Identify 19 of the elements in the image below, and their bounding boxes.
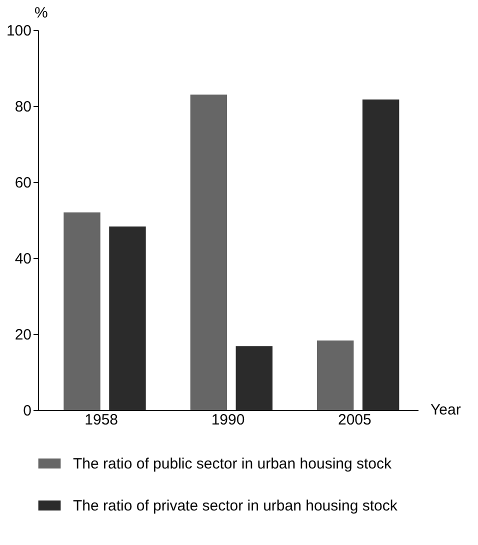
y-tick-label: 60	[14, 174, 32, 192]
bar	[190, 94, 228, 410]
bar	[236, 346, 273, 410]
legend-label: The ratio of public sector in urban housing stock	[73, 456, 392, 472]
y-tick-label: 80	[14, 98, 32, 116]
x-axis-title: Year	[430, 402, 461, 418]
bar	[362, 100, 400, 410]
y-axis-title: %	[34, 4, 48, 22]
x-tick-label: 2005	[338, 412, 372, 428]
legend-label: The ratio of private sector in urban housing stock	[73, 498, 398, 514]
bar	[64, 212, 100, 410]
bar	[109, 226, 146, 410]
y-tick-label: 100	[6, 22, 32, 40]
bar	[316, 340, 354, 410]
y-tick-label: 20	[14, 326, 32, 344]
x-tick-label: 1958	[84, 412, 118, 428]
y-tick-label: 40	[14, 250, 32, 268]
y-tick-label: 0	[23, 402, 32, 420]
x-tick-label: 1990	[211, 412, 245, 428]
